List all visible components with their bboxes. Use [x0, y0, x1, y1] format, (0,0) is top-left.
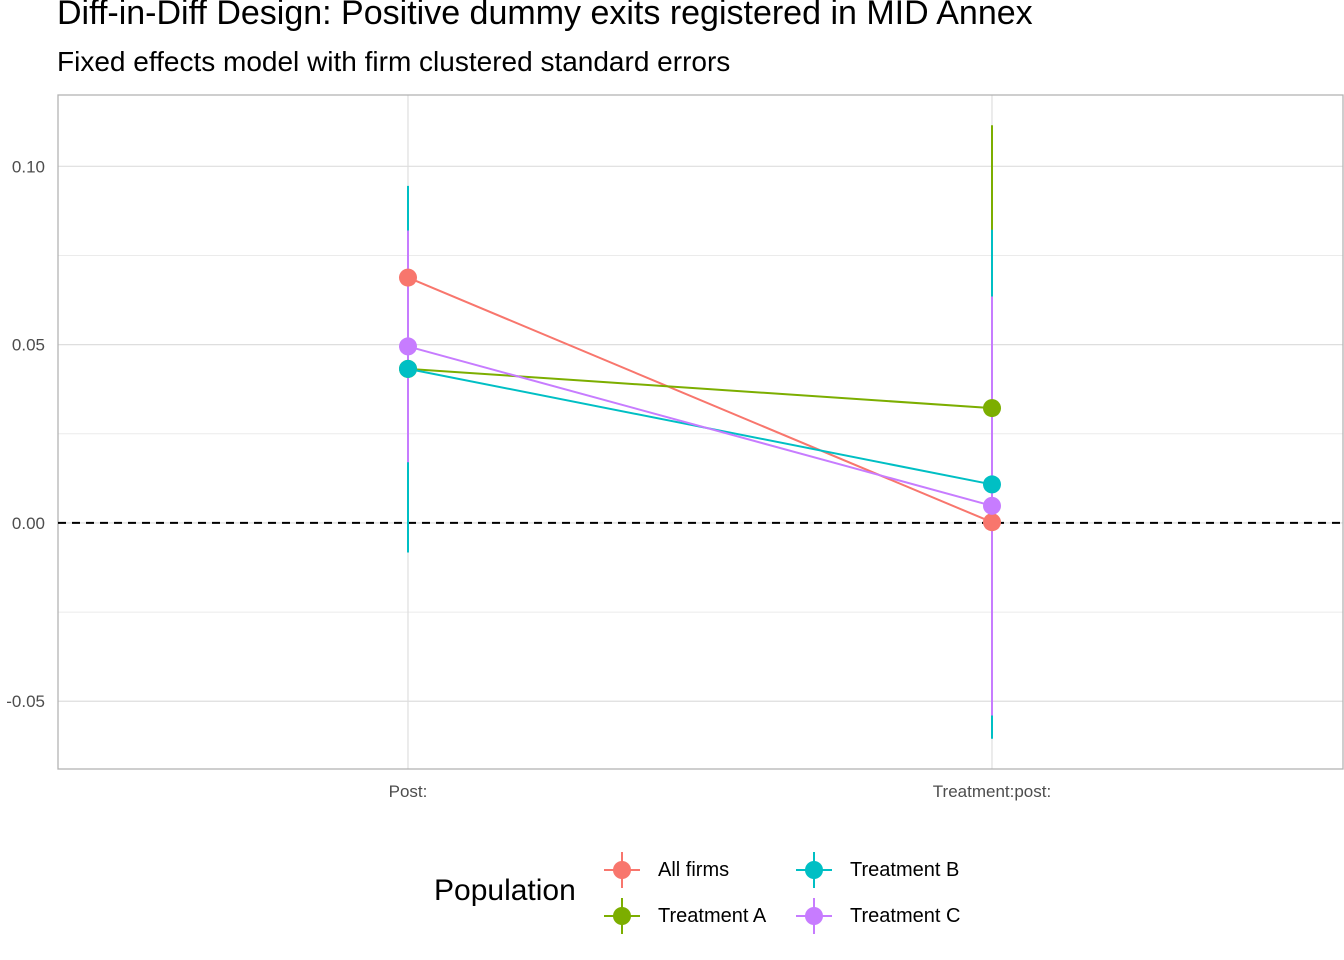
data-point-all-firms [399, 268, 417, 287]
series-lines [407, 276, 993, 524]
legend-item: Treatment A [602, 896, 766, 936]
axes: -0.05 0.00 0.05 0.10 Post: Treatment:post: [6, 157, 1051, 801]
data-point-treatment-a [983, 399, 1001, 418]
legend-label: Treatment B [850, 858, 960, 881]
legend-label: All firms [658, 858, 730, 881]
series-line-all-firms [407, 276, 993, 524]
legend: Population All firms Treatment A Treatment… [434, 848, 994, 940]
error-bars [407, 125, 993, 739]
series-line-treatment-a [407, 367, 993, 410]
legend-key-icon [604, 852, 640, 888]
legend-item: All firms [602, 850, 729, 890]
legend-key-icon [796, 852, 832, 888]
legend-key-point [805, 861, 823, 879]
y-tick-label: -0.05 [6, 692, 45, 711]
series-line-treatment-c [407, 345, 993, 507]
chart-title: Diff-in-Diff Design: Positive dummy exit… [57, 0, 1033, 32]
panel-border [57, 94, 1344, 770]
legend-title: Population [434, 874, 576, 907]
chart-subtitle: Fixed effects model with firm clustered … [57, 46, 731, 77]
legend-key-point [613, 861, 631, 879]
legend-key-point [805, 907, 823, 925]
legend-label: Treatment A [658, 904, 767, 927]
legend-key-icon [604, 898, 640, 934]
data-point-treatment-b [399, 359, 417, 378]
gridlines [57, 94, 1344, 770]
y-tick-label: 0.00 [12, 514, 45, 533]
legend-item: Treatment B [794, 850, 959, 890]
data-point-all-firms [983, 513, 1001, 532]
data-point-treatment-c [983, 496, 1001, 515]
y-tick-label: 0.05 [12, 336, 45, 355]
y-tick-label: 0.10 [12, 157, 45, 176]
legend-label: Treatment C [850, 904, 961, 927]
legend-key-point [613, 907, 631, 925]
data-point-treatment-c [399, 337, 417, 356]
x-tick-label: Treatment:post: [933, 782, 1051, 801]
legend-item: Treatment C [794, 896, 960, 936]
data-point-treatment-b [983, 475, 1001, 494]
legend-key-icon [796, 898, 832, 934]
x-tick-label: Post: [389, 782, 428, 801]
series-points [399, 268, 1001, 532]
